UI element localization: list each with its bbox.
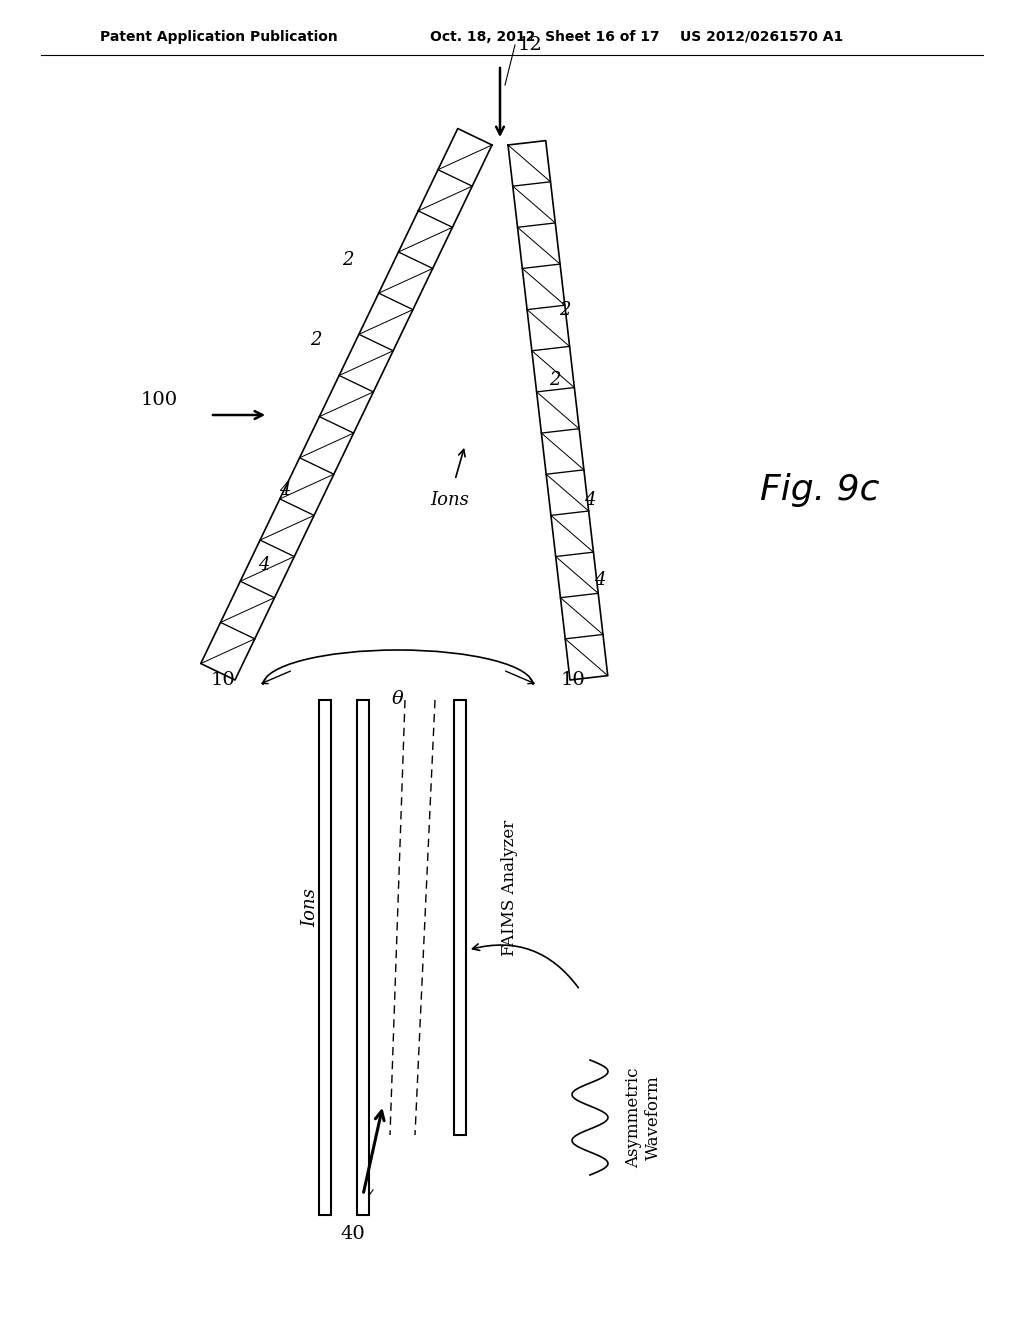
Polygon shape <box>508 141 608 680</box>
Text: 10: 10 <box>211 671 236 689</box>
Text: Ions: Ions <box>301 888 319 928</box>
Text: 2: 2 <box>342 251 353 269</box>
Bar <box>357 700 369 1214</box>
Text: 40: 40 <box>341 1225 366 1243</box>
Text: θ: θ <box>392 690 403 708</box>
Text: Patent Application Publication: Patent Application Publication <box>100 30 338 44</box>
Text: 2: 2 <box>310 331 322 348</box>
Text: Oct. 18, 2012  Sheet 16 of 17: Oct. 18, 2012 Sheet 16 of 17 <box>430 30 659 44</box>
Text: 10: 10 <box>560 671 586 689</box>
Text: 4: 4 <box>594 572 606 589</box>
Text: 4: 4 <box>280 480 291 499</box>
Text: 4: 4 <box>585 491 596 510</box>
Text: 2: 2 <box>559 301 570 319</box>
Text: 100: 100 <box>141 391 178 409</box>
Text: 2: 2 <box>549 371 561 389</box>
Text: 4: 4 <box>258 556 269 574</box>
Text: US 2012/0261570 A1: US 2012/0261570 A1 <box>680 30 843 44</box>
Bar <box>454 700 466 1135</box>
Text: Ions: Ions <box>430 491 469 510</box>
Text: Asymmetric
Waveform: Asymmetric Waveform <box>625 1068 662 1168</box>
Polygon shape <box>201 128 492 680</box>
Text: Fig. 9c: Fig. 9c <box>760 473 880 507</box>
Text: 12: 12 <box>518 36 543 54</box>
Text: FAIMS Analyzer: FAIMS Analyzer <box>502 820 518 956</box>
Bar <box>319 700 331 1214</box>
